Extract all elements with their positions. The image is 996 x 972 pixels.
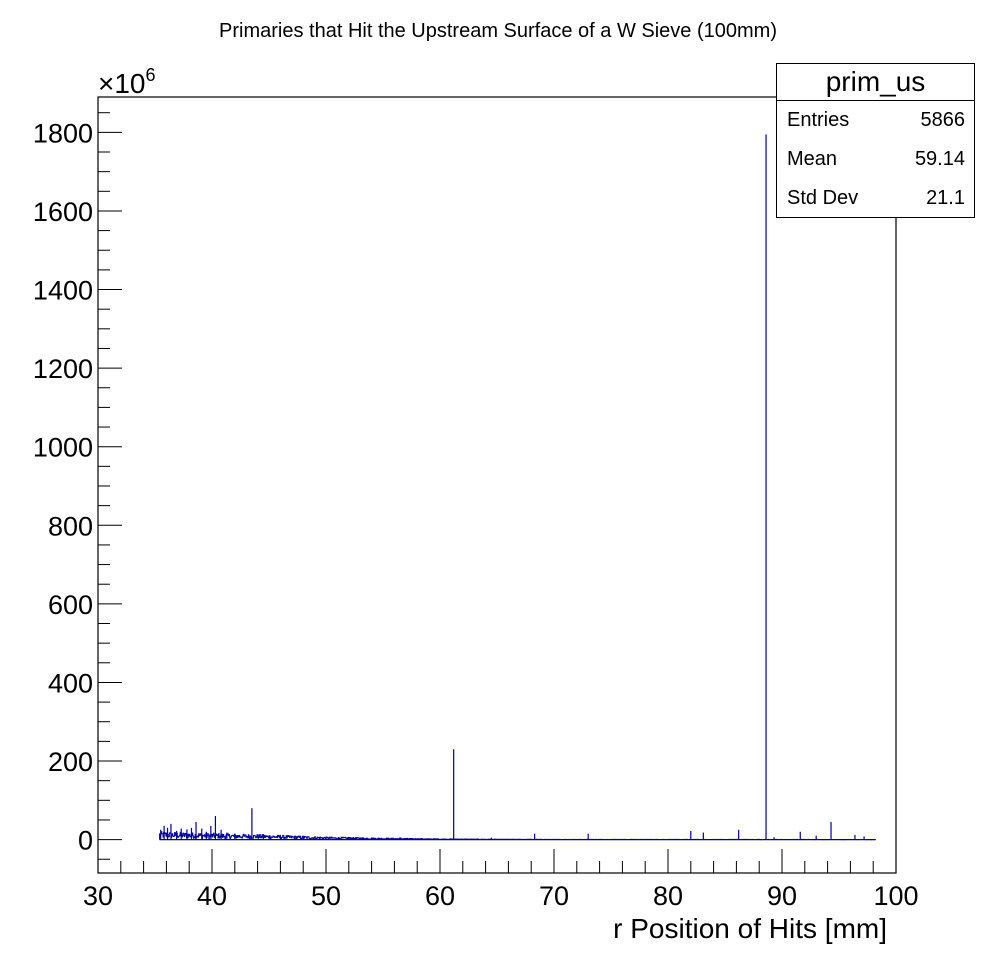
y-tick-label: 800 xyxy=(48,511,93,541)
y-tick-label: 1600 xyxy=(33,197,93,227)
axis-ticks xyxy=(97,112,897,873)
y-tick-label: 1000 xyxy=(33,433,93,463)
stats-mean-value: 59.14 xyxy=(914,148,965,170)
x-tick-label: 30 xyxy=(83,881,113,911)
stats-entries-label: Entries xyxy=(787,109,850,131)
stats-entries-value: 5866 xyxy=(920,109,966,131)
histogram-noise xyxy=(159,831,876,841)
axis-tick-labels: 30 40 50 60 70 80 90 10002004006008001000120014… xyxy=(33,118,919,911)
stats-box-title: prim_us xyxy=(777,64,974,101)
y-tick-label: 1800 xyxy=(33,118,93,148)
x-tick-label: 50 xyxy=(311,881,341,911)
stats-row-stddev: Std Dev 21.1 xyxy=(777,179,974,218)
y-axis-multiplier: ×106 xyxy=(98,65,156,99)
chart-title: Primaries that Hit the Upstream Surface … xyxy=(219,20,777,42)
y-tick-label: 1400 xyxy=(33,276,93,306)
stats-box: prim_us Entries 5866 Mean 59.14 Std Dev … xyxy=(776,63,975,218)
x-tick-label: 90 xyxy=(767,881,797,911)
y-tick-label: 200 xyxy=(48,747,93,777)
histogram-layer xyxy=(159,134,876,841)
stats-row-mean: Mean 59.14 xyxy=(777,140,974,179)
stats-mean-label: Mean xyxy=(787,148,838,170)
x-tick-label: 60 xyxy=(425,881,455,911)
x-tick-label: 40 xyxy=(197,881,227,911)
y-tick-label: 600 xyxy=(48,590,93,620)
x-tick-label: 80 xyxy=(653,881,683,911)
plot-frame xyxy=(97,96,897,874)
stats-row-entries: Entries 5866 xyxy=(777,101,974,140)
x-axis-title: r Position of Hits [mm] xyxy=(613,913,887,944)
y-multiplier-base: ×10 xyxy=(98,68,146,99)
y-multiplier-exponent: 6 xyxy=(146,65,156,85)
stats-stddev-value: 21.1 xyxy=(926,187,965,209)
y-tick-label: 0 xyxy=(78,826,93,856)
x-tick-label: 100 xyxy=(873,881,918,911)
y-tick-label: 1200 xyxy=(33,354,93,384)
stats-stddev-label: Std Dev xyxy=(787,187,859,209)
y-tick-label: 400 xyxy=(48,668,93,698)
x-tick-label: 70 xyxy=(539,881,569,911)
